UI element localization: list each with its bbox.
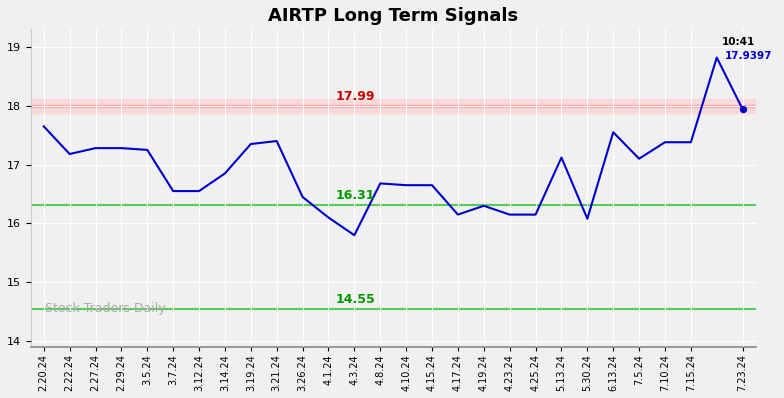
Point [736,106,749,113]
Text: 17.9397: 17.9397 [724,51,772,61]
Text: Stock Traders Daily: Stock Traders Daily [45,302,166,315]
Text: 10:41: 10:41 [722,37,755,47]
Text: 14.55: 14.55 [336,293,376,306]
Title: AIRTP Long Term Signals: AIRTP Long Term Signals [268,7,518,25]
Text: 16.31: 16.31 [336,189,376,202]
Text: 17.99: 17.99 [336,90,376,103]
Bar [31,99,756,113]
